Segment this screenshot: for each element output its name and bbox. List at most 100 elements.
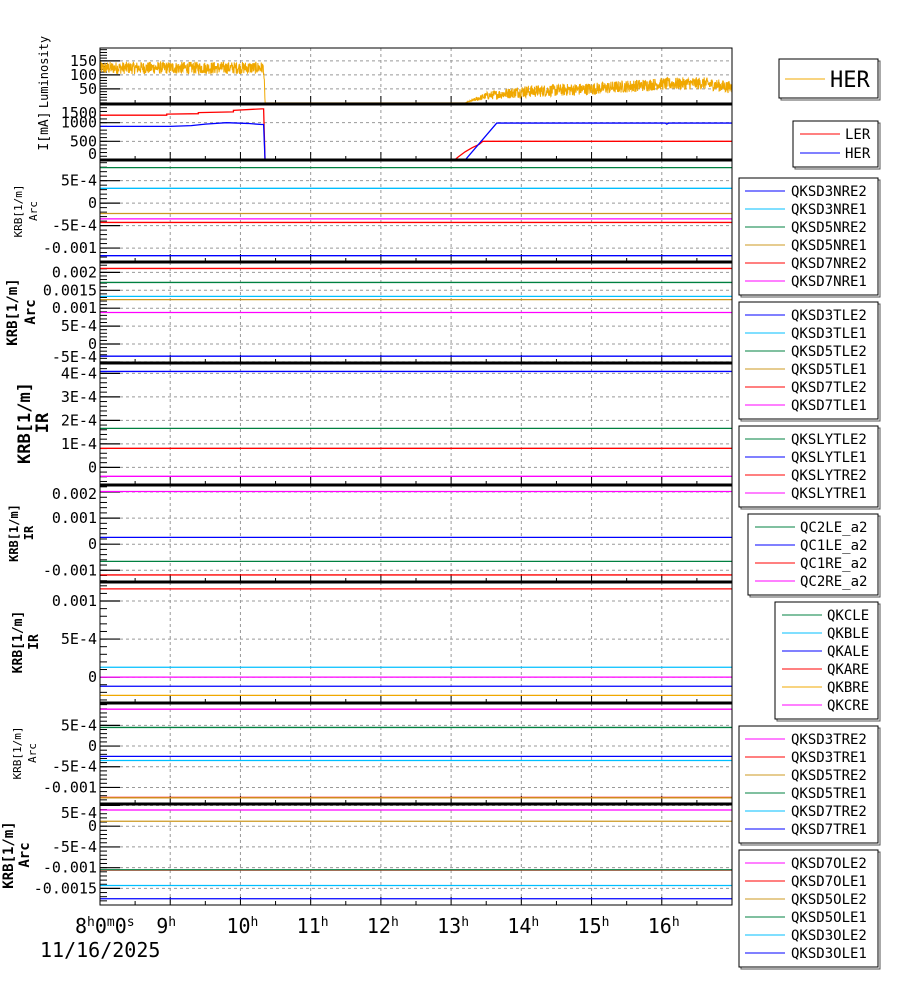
legend-label: QKARE: [827, 662, 869, 678]
series-line-HER: [100, 60, 732, 104]
legend-label: QC2RE_a2: [800, 574, 867, 590]
x-tick-number: 12: [367, 914, 391, 938]
x-tick-number: 13: [437, 914, 461, 938]
legend-label: QC1RE_a2: [800, 556, 867, 572]
y-axis-label: KRB[1/m]: [11, 611, 26, 674]
y-tick-label: 5E-4: [61, 317, 97, 335]
y-tick-label: 1500: [61, 104, 97, 122]
x-tick-unit: h: [531, 915, 539, 930]
panel-6: 0.002 0.001 0 -0.001 KRB[1/m] IR QC2LE_a2 QC1LE…: [7, 483, 881, 598]
x-tick-unit: h: [391, 915, 399, 930]
y-axis-label: KRB[1/m]: [15, 382, 35, 464]
x-tick-label: 13h: [437, 914, 469, 938]
panel-frame: [99, 484, 733, 583]
legend-label: QKSLYTRE2: [791, 468, 867, 484]
x-tick-unit: h: [87, 915, 95, 930]
y-tick-label: 1E-4: [61, 435, 97, 453]
x-tick-number: 9: [156, 914, 168, 938]
legend-label: QKSLYTRE1: [791, 486, 867, 502]
x-tick-number: 0: [95, 914, 107, 938]
legend-label: HER: [830, 68, 870, 93]
y-tick-label: 0.001: [52, 299, 97, 317]
legend-panel-3: QKSD3NRE2 QKSD3NRE1 QKSD5NRE2 QKSD5NRE1 QKSD…: [738, 177, 881, 298]
x-tick-unit: h: [321, 915, 329, 930]
panel-frame: [99, 581, 733, 704]
y-axis-label: KRB[1/m]: [7, 504, 21, 562]
legend-label: LER: [845, 127, 871, 143]
y-axis-label: KRB[1/m]: [5, 278, 21, 345]
x-tick-label: 10h: [226, 914, 258, 938]
y-axis-label: Arc: [26, 743, 39, 763]
series-group: [100, 588, 732, 697]
y-tick-label: 5E-4: [61, 172, 97, 190]
y-axis-label: Arc: [27, 201, 40, 221]
y-axis-label: Arc: [23, 299, 39, 324]
y-tick-label: 0.001: [52, 509, 97, 527]
x-tick-label: 12h: [367, 914, 399, 938]
x-tick-label: 9h: [156, 914, 176, 938]
y-tick-label: 5E-4: [61, 716, 97, 734]
legend-label: QKSD5NRE2: [791, 220, 867, 236]
y-tick-label: 4E-4: [61, 364, 97, 382]
legend-label: QC1LE_a2: [800, 538, 867, 554]
x-tick-number: 15: [578, 914, 602, 938]
legend-label: QKALE: [827, 644, 869, 660]
legend-panel-4: QKSD3TLE2 QKSD3TLE1 QKSD5TLE2 QKSD5TLE1 QKSD…: [738, 301, 881, 422]
x-tick-number: 0: [115, 914, 127, 938]
y-tick-label: 5E-4: [61, 630, 97, 648]
y-tick-label: -0.001: [43, 778, 97, 796]
legend-label: QKSD7OLE2: [791, 856, 867, 872]
x-tick-number: 16: [648, 914, 672, 938]
legend-label: QKSD3NRE1: [791, 202, 867, 218]
legend-label: QKSD3NRE2: [791, 184, 867, 200]
y-tick-label: 0.002: [52, 485, 97, 503]
x-tick-unit: h: [602, 915, 610, 930]
y-tick-label: -0.001: [43, 561, 97, 579]
x-tick-label: 15h: [578, 914, 610, 938]
y-tick-label: 0: [88, 458, 97, 476]
x-tick-unit: h: [251, 915, 259, 930]
y-tick-label: 0: [88, 737, 97, 755]
legend-label: QKSD5TLE1: [791, 362, 867, 378]
y-tick-label: 0: [88, 194, 97, 212]
x-tick-label: 8h0m0s: [75, 914, 135, 938]
legend-box: [738, 725, 879, 844]
legend-label: QKSD5OLE1: [791, 910, 867, 926]
legend-label: QKSD3TLE1: [791, 326, 867, 342]
legend-box: [738, 177, 879, 296]
legend-label: QKSD5OLE2: [791, 892, 867, 908]
y-tick-label: -5E-4: [52, 348, 97, 366]
legend-panel-7: QKCLE QKBLE QKALE QKARE QKBRE QKCRE: [774, 601, 881, 722]
y-tick-label: 0.002: [52, 263, 97, 281]
legend-label: QC2LE_a2: [800, 520, 867, 536]
legend-label: QKSD7TLE1: [791, 398, 867, 414]
legend-label: QKSD7OLE1: [791, 874, 867, 890]
panel-frame: [99, 47, 733, 105]
legend-label: QKSD3OLE1: [791, 946, 867, 962]
legend-panel-5: QKSLYTLE2 QKSLYTLE1 QKSLYTRE2 QKSLYTRE1: [738, 425, 881, 510]
x-tick-unit: s: [127, 915, 135, 930]
series-group: [100, 60, 732, 104]
legend-panel-2: LER HER: [792, 120, 881, 170]
legend-box: [738, 849, 879, 968]
x-tick-label: 11h: [297, 914, 329, 938]
y-tick-label: 500: [70, 132, 97, 150]
legend-label: QKSD5TRE2: [791, 768, 867, 784]
y-tick-label: 0: [88, 335, 97, 353]
y-tick-label: -5E-4: [52, 758, 97, 776]
series-group: [100, 490, 732, 576]
series-group: [100, 370, 732, 477]
y-axis-label: KRB[1/m]: [11, 727, 24, 780]
legend-panel-6: QC2LE_a2 QC1LE_a2 QC1RE_a2 QC2RE_a2: [747, 513, 881, 598]
y-tick-label: 0: [88, 145, 97, 163]
x-tick-unit: h: [672, 915, 680, 930]
legend-label: QKSD7TRE2: [791, 804, 867, 820]
legend-label: QKBLE: [827, 626, 869, 642]
y-tick-label: 0: [88, 668, 97, 686]
series-line-HER: [100, 122, 732, 160]
y-tick-label: 150: [70, 52, 97, 70]
